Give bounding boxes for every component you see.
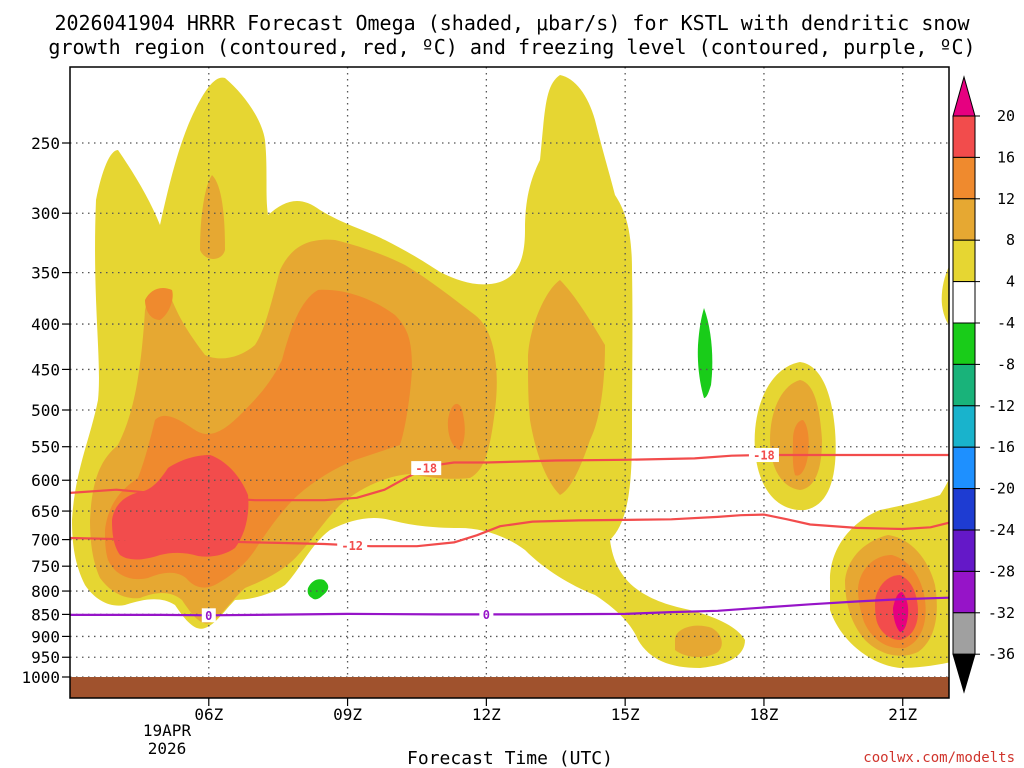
- chart-title-line2: growth region (contoured, red, ºC) and f…: [48, 35, 975, 59]
- y-tick-label-500: 500: [31, 401, 60, 420]
- freezing-label-bg-0-0: [201, 608, 216, 623]
- chart-title-line1: 2026041904 HRRR Forecast Omega (shaded, …: [54, 11, 970, 35]
- omega-region-8-17z: [675, 625, 722, 658]
- colorbar-bin-8: [952, 446, 976, 490]
- y-tick-label-1000: 1000: [21, 668, 60, 687]
- y-tick-label-600: 600: [31, 471, 60, 490]
- y-tick-label-800: 800: [31, 582, 60, 601]
- colorbar-label-10: -24: [988, 521, 1015, 539]
- y-tick-label-300: 300: [31, 204, 60, 223]
- colorbar-bin-5: [952, 322, 976, 365]
- colorbar-label-9: -20: [988, 480, 1015, 498]
- colorbar-bin-10: [952, 529, 976, 572]
- dendritic-contour-0: [70, 453, 949, 502]
- omega-region-16-main: [112, 455, 249, 560]
- colorbar-label-6: -8: [997, 355, 1015, 373]
- freezing-label-0-1: 0: [483, 608, 490, 622]
- colorbar-bin-0: [952, 115, 976, 158]
- omega-region-4-edge: [941, 266, 949, 326]
- x-tick-label-21Z: 21Z: [888, 705, 917, 724]
- y-tick-label-650: 650: [31, 502, 60, 521]
- y-tick-label-850: 850: [31, 605, 60, 624]
- freezing-label-0-0: 0: [205, 609, 212, 623]
- x-axis-label: Forecast Time (UTC): [407, 748, 613, 768]
- colorbar-label-11: -28: [988, 562, 1015, 580]
- omega-region-8-upper: [200, 175, 225, 259]
- colorbar-label-13: -36: [988, 645, 1015, 663]
- colorbar-label-4: 4: [1006, 273, 1015, 291]
- dendritic-label-0-1: -18: [753, 449, 775, 463]
- colorbar-label-0: 20: [997, 107, 1015, 125]
- colorbar-bin-2: [952, 198, 976, 241]
- omega-region-12-19z: [792, 420, 809, 476]
- colorbar-label-2: 12: [997, 190, 1015, 208]
- omega-region-12-upper: [145, 288, 173, 320]
- y-tick-label-250: 250: [31, 134, 60, 153]
- date-label-year: 2026: [148, 739, 187, 758]
- colorbar: 20 16 12 8 4 -4 -8 -12 -16 -20 -24 -28 -32 -36: [952, 75, 1015, 694]
- colorbar-label-12: -32: [988, 604, 1015, 622]
- colorbar-bin-3: [952, 239, 976, 283]
- x-tick-label-09Z: 09Z: [333, 705, 362, 724]
- dendritic-label-bg-0-0: [411, 461, 442, 476]
- colorbar-bin-9: [952, 488, 976, 531]
- omega-region-neg4-17z: [697, 308, 713, 398]
- y-tick-label-550: 550: [31, 438, 60, 457]
- y-tick-label-400: 400: [31, 315, 60, 334]
- colorbar-bin-1: [952, 156, 976, 200]
- omega-region-12-12z: [447, 403, 465, 450]
- freezing-contour-0: [70, 596, 949, 617]
- y-tick-label-450: 450: [31, 360, 60, 379]
- colorbar-bin-11: [952, 570, 976, 614]
- dendritic-label-bg-0-1: [748, 448, 779, 463]
- omega-region-20-21z: [893, 592, 909, 632]
- y-tick-label-950: 950: [31, 648, 60, 667]
- y-tick-label-750: 750: [31, 557, 60, 576]
- y-axis: 250 300 350 400 450 500 550 600 650 700 750 800 850 9…: [21, 134, 70, 687]
- x-tick-label-12Z: 12Z: [472, 705, 501, 724]
- colorbar-label-1: 16: [997, 148, 1015, 166]
- colorbar-label-7: -12: [988, 397, 1015, 415]
- colorbar-top-arrow: [952, 75, 976, 117]
- y-tick-label-350: 350: [31, 264, 60, 283]
- x-tick-label-18Z: 18Z: [749, 705, 778, 724]
- date-label-day: 19APR: [143, 721, 192, 740]
- colorbar-bottom-arrow: [952, 653, 976, 694]
- contour-lines: [70, 453, 949, 617]
- dendritic-label-bg-1-0: [337, 538, 368, 553]
- colorbar-bin-12: [952, 612, 976, 655]
- dendritic-label-0-0: -18: [415, 462, 437, 476]
- colorbar-label-3: 8: [1006, 231, 1015, 249]
- x-tick-label-15Z: 15Z: [611, 705, 640, 724]
- colorbar-bin-7: [952, 405, 976, 448]
- x-tick-label-06Z: 06Z: [194, 705, 223, 724]
- y-tick-label-700: 700: [31, 531, 60, 550]
- contour-labels: -18 -18 -12 0 0: [201, 448, 779, 623]
- x-axis: 06Z 09Z 12Z 15Z 18Z 21Z: [194, 698, 918, 724]
- colorbar-bin-4: [952, 281, 976, 324]
- omega-region-neg4-09z: [307, 579, 329, 600]
- credit-text: coolwx.com/modelts: [863, 750, 1015, 766]
- dendritic-label-1-0: -12: [341, 539, 363, 553]
- dendritic-contour-1: [70, 513, 949, 548]
- colorbar-label-5: -4: [997, 314, 1015, 332]
- y-tick-label-900: 900: [31, 627, 60, 646]
- ground-layer: [70, 677, 949, 698]
- colorbar-label-8: -16: [988, 438, 1015, 456]
- freezing-label-bg-0-1: [479, 607, 494, 622]
- omega-region-8-mid: [528, 280, 605, 495]
- colorbar-bin-6: [952, 363, 976, 407]
- plot-frame: [69, 66, 950, 699]
